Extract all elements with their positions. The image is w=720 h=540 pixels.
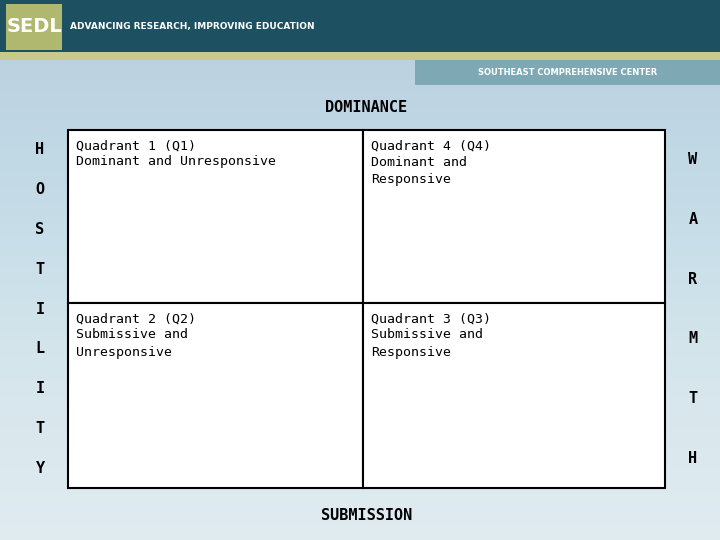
Text: S: S (35, 222, 45, 237)
Text: I: I (35, 301, 45, 316)
Text: M: M (688, 332, 698, 346)
Text: Quadrant 1 (Q1): Quadrant 1 (Q1) (76, 140, 196, 153)
Text: Quadrant 3 (Q3): Quadrant 3 (Q3) (371, 313, 491, 326)
Text: SUBMISSION: SUBMISSION (321, 509, 412, 523)
Text: Responsive: Responsive (371, 173, 451, 186)
Text: Responsive: Responsive (371, 346, 451, 359)
Bar (363, 130, 665, 303)
Bar (363, 303, 665, 488)
Text: Quadrant 4 (Q4): Quadrant 4 (Q4) (371, 140, 491, 153)
Bar (68, 130, 363, 303)
Text: T: T (688, 391, 698, 406)
Text: Submissive and: Submissive and (76, 328, 188, 341)
Text: Submissive and: Submissive and (371, 328, 483, 341)
Text: DOMINANCE: DOMINANCE (325, 100, 408, 116)
Text: A: A (688, 212, 698, 227)
Text: L: L (35, 341, 45, 356)
Text: W: W (688, 152, 698, 167)
Text: Y: Y (35, 461, 45, 476)
Text: I: I (35, 381, 45, 396)
Bar (68, 303, 363, 488)
Text: Unresponsive: Unresponsive (76, 346, 172, 359)
Text: H: H (35, 143, 45, 157)
Text: SEDL: SEDL (6, 17, 62, 37)
Text: ADVANCING RESEARCH, IMPROVING EDUCATION: ADVANCING RESEARCH, IMPROVING EDUCATION (70, 22, 315, 30)
Text: Quadrant 2 (Q2): Quadrant 2 (Q2) (76, 313, 196, 326)
Text: Dominant and Unresponsive: Dominant and Unresponsive (76, 156, 276, 168)
Text: T: T (35, 262, 45, 276)
Text: Dominant and: Dominant and (371, 156, 467, 168)
Text: T: T (35, 421, 45, 436)
Text: H: H (688, 451, 698, 465)
Text: R: R (688, 272, 698, 287)
Text: O: O (35, 182, 45, 197)
Text: SOUTHEAST COMPREHENSIVE CENTER: SOUTHEAST COMPREHENSIVE CENTER (478, 68, 657, 77)
